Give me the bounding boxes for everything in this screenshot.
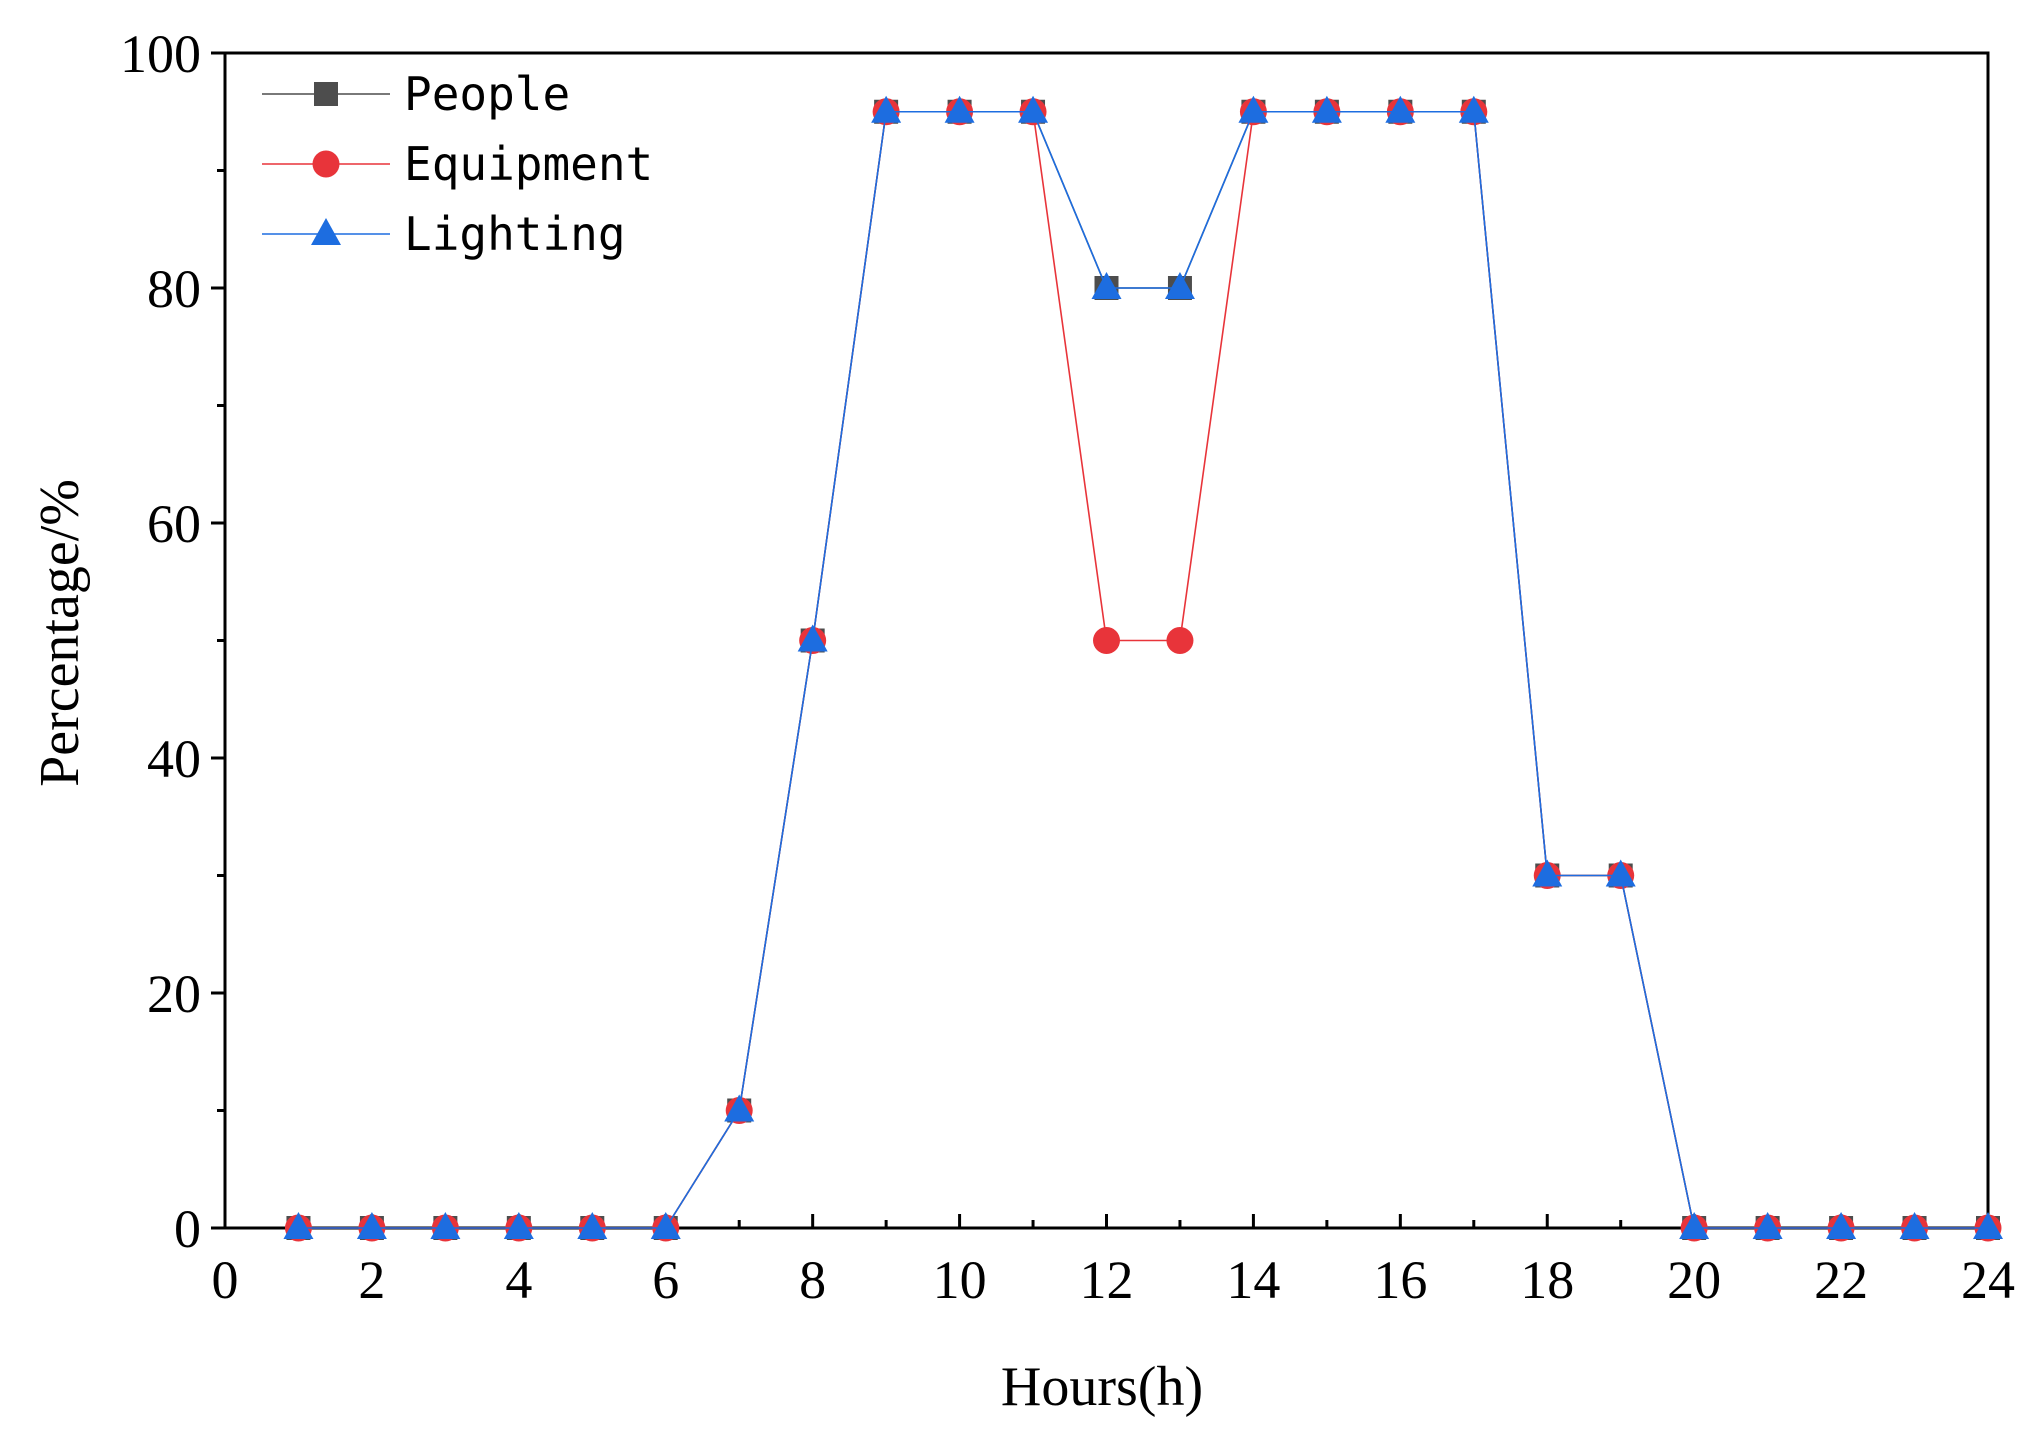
data-point-lighting [1826, 1212, 1857, 1239]
data-point-lighting [1752, 1212, 1783, 1239]
data-point-equipment [1166, 627, 1194, 654]
x-tick-label: 14 [1226, 1250, 1280, 1310]
data-point-lighting [430, 1212, 461, 1239]
series-equipment [284, 98, 2002, 1242]
x-tick-label: 4 [505, 1250, 532, 1310]
data-point-lighting [944, 95, 975, 123]
x-tick-label: 2 [358, 1250, 385, 1310]
data-point-lighting [1899, 1212, 1930, 1239]
series-lighting [283, 95, 2003, 1239]
y-tick-label: 0 [174, 1199, 201, 1259]
y-axis-title: Percentage/% [29, 479, 91, 787]
x-tick-label: 16 [1373, 1250, 1427, 1310]
data-point-lighting [1679, 1212, 1710, 1239]
data-point-lighting [356, 1212, 387, 1239]
legend-label-equipment: Equipment [404, 137, 653, 191]
data-point-lighting [1458, 95, 1489, 123]
legend-item-equipment: Equipment [262, 137, 653, 191]
data-point-lighting [283, 1212, 314, 1239]
data-point-lighting [1238, 95, 1269, 123]
legend-item-people: People [262, 67, 570, 121]
data-point-lighting [1605, 859, 1636, 887]
x-tick-label: 18 [1520, 1250, 1574, 1310]
legend: People Equipment Lighting [262, 67, 653, 261]
legend-item-lighting: Lighting [262, 207, 626, 261]
y-axis: 0 20 40 60 80 100 [120, 24, 225, 1259]
x-tick-label: 10 [933, 1250, 987, 1310]
y-tick-label: 40 [147, 729, 201, 789]
data-point-lighting [650, 1212, 681, 1239]
series-line-people [298, 110, 1988, 1229]
legend-marker-equipment [312, 150, 340, 178]
series-layer [283, 95, 2003, 1242]
x-tick-label: 8 [799, 1250, 826, 1310]
data-point-equipment [1093, 627, 1120, 654]
x-tick-label: 12 [1080, 1250, 1134, 1310]
y-tick-label: 100 [120, 24, 201, 84]
x-tick-label: 6 [652, 1250, 679, 1310]
data-point-lighting [724, 1094, 755, 1122]
y-tick-label: 20 [147, 964, 201, 1024]
data-point-lighting [1164, 272, 1195, 299]
legend-marker-people [314, 82, 338, 106]
legend-label-people: People [404, 67, 570, 121]
series-line-equipment [298, 110, 1988, 1229]
data-point-lighting [797, 624, 828, 652]
x-tick-label: 0 [212, 1250, 239, 1310]
series-line-lighting [298, 110, 1988, 1229]
x-axis: 0 2 4 6 8 10 12 14 16 18 20 22 24 [212, 1214, 2015, 1310]
data-point-lighting [1385, 95, 1416, 123]
legend-marker-lighting [311, 218, 341, 245]
data-point-lighting [1973, 1212, 2003, 1239]
x-axis-title: Hours(h) [1001, 1356, 1203, 1418]
x-tick-label: 24 [1961, 1250, 2015, 1310]
y-tick-label: 80 [147, 259, 201, 319]
legend-label-lighting: Lighting [404, 207, 626, 261]
x-tick-label: 20 [1667, 1250, 1721, 1310]
series-people [286, 99, 2000, 1240]
data-point-lighting [1018, 95, 1049, 123]
data-point-lighting [1091, 272, 1122, 299]
x-tick-label: 22 [1814, 1250, 1868, 1310]
data-point-lighting [503, 1212, 534, 1239]
data-point-lighting [871, 95, 902, 123]
data-point-lighting [1532, 859, 1563, 887]
data-point-lighting [577, 1212, 608, 1239]
data-point-lighting [1311, 95, 1342, 123]
y-tick-label: 60 [147, 494, 201, 554]
